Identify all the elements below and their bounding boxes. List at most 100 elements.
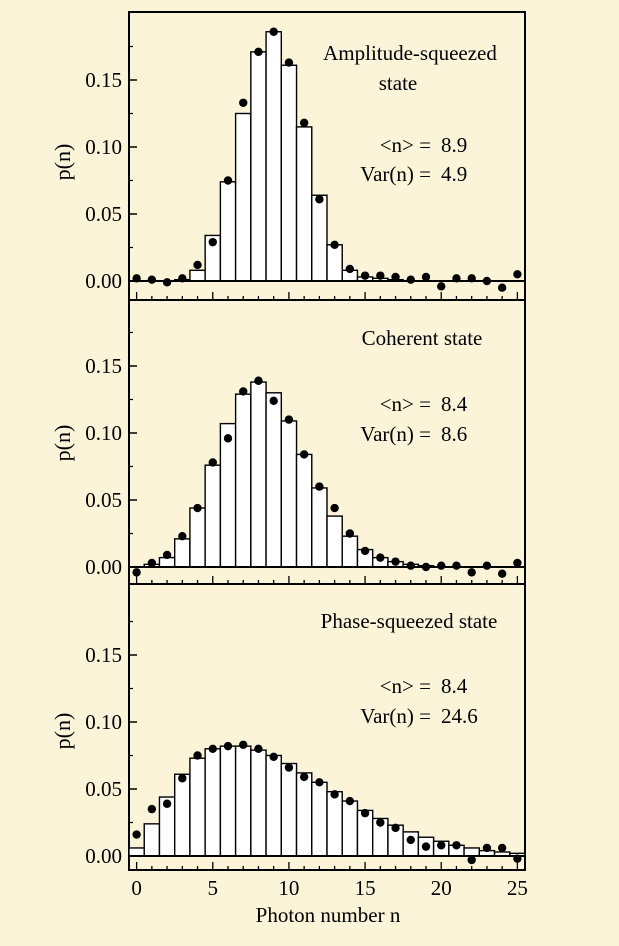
data-point	[239, 740, 248, 749]
stat-value: 8.6	[441, 422, 467, 446]
histogram-bar	[295, 126, 313, 282]
x-tick-label: 0	[131, 876, 142, 900]
data-point	[162, 799, 172, 808]
data-point	[284, 415, 294, 424]
data-point	[178, 274, 187, 283]
stat-label: <n> =	[380, 674, 431, 698]
data-point	[467, 855, 476, 865]
panel-title: Phase-squeezed state	[321, 609, 498, 633]
histogram-bar	[219, 422, 237, 568]
histogram-bar	[250, 749, 267, 857]
chart-panel-1: 0.00 0.05 0.10 0.15 p(n) Amplitude-squeezed st…	[50, 11, 526, 301]
data-point	[223, 741, 233, 751]
histogram-bar	[280, 420, 298, 568]
y-tick-label: 0.10	[85, 135, 122, 159]
histogram-bar	[250, 381, 267, 568]
x-axis-label: Photon number n	[256, 903, 401, 927]
data-point	[376, 553, 385, 562]
data-point	[360, 808, 370, 818]
histogram-bar	[234, 745, 252, 857]
data-point	[208, 237, 217, 247]
data-point	[482, 843, 492, 853]
histogram-bar	[341, 800, 359, 857]
y-axis-label: p(n)	[50, 425, 75, 462]
histogram-bar	[234, 393, 252, 568]
histogram-bar	[341, 535, 359, 568]
y-axis-label: p(n)	[50, 713, 75, 750]
histogram-bar	[311, 781, 328, 857]
data-point	[299, 118, 309, 128]
y-tick-label: 0.15	[85, 643, 122, 667]
data-point	[178, 531, 187, 541]
histogram-bar	[311, 194, 328, 282]
histogram-bar	[280, 64, 298, 282]
data-point	[193, 260, 202, 270]
data-point	[147, 804, 157, 814]
data-point	[330, 503, 339, 513]
data-point	[315, 778, 324, 787]
data-point	[452, 561, 461, 570]
data-point	[452, 274, 461, 283]
data-point	[421, 272, 431, 282]
chart-panel-3: 0.00 0.05 0.10 0.15 p(n) 0 5 10 15 20 25 Phase-sque…	[50, 583, 528, 900]
data-point	[269, 396, 278, 406]
data-point	[239, 98, 248, 107]
data-point	[299, 450, 309, 459]
stat-label: <n> =	[380, 392, 431, 416]
data-point	[391, 272, 400, 282]
histogram-bar	[234, 112, 252, 282]
x-tick-label: 15	[355, 876, 376, 900]
data-point	[254, 47, 263, 57]
data-point	[330, 790, 339, 799]
stat-label: Var(n) =	[360, 704, 431, 728]
stat-value: 4.9	[441, 162, 467, 186]
data-point	[132, 830, 141, 839]
y-tick-label: 0.05	[85, 202, 122, 226]
data-point	[284, 58, 294, 67]
panel-title: Coherent state	[362, 326, 483, 350]
data-point	[360, 271, 370, 280]
data-point	[254, 376, 263, 385]
data-point	[467, 568, 476, 577]
data-point	[239, 387, 248, 396]
y-tick-label: 0.15	[85, 68, 122, 92]
histogram-bar	[204, 748, 222, 857]
histogram-bar	[189, 507, 206, 568]
data-point	[269, 752, 278, 762]
histogram-bar	[463, 847, 481, 857]
data-point	[208, 744, 217, 753]
data-point	[299, 772, 309, 782]
data-point	[497, 843, 507, 853]
histogram-bar	[173, 538, 191, 568]
y-tick-label: 0.00	[85, 555, 122, 579]
chart-panels: 0.00 0.05 0.10 0.15 p(n) Amplitude-squeezed st…	[50, 11, 528, 900]
data-point	[391, 557, 400, 566]
histogram-bar	[265, 754, 283, 857]
y-tick-label: 0.10	[85, 710, 122, 734]
histogram-bar	[173, 773, 191, 857]
data-point	[406, 561, 415, 570]
histogram-bar	[326, 790, 343, 857]
data-point	[513, 270, 522, 279]
y-tick-label: 0.10	[85, 421, 122, 445]
panel-title: state	[379, 71, 417, 95]
data-point	[147, 275, 157, 284]
histogram-bar	[280, 762, 298, 857]
histogram-bar	[189, 269, 206, 282]
histogram-bar	[265, 392, 283, 568]
data-point	[482, 276, 492, 286]
histogram-bar	[219, 745, 237, 857]
histogram-bar	[204, 464, 222, 568]
data-point	[345, 529, 355, 538]
data-point	[452, 841, 461, 850]
data-point	[193, 503, 202, 513]
data-point	[254, 744, 263, 753]
data-point	[345, 264, 355, 274]
histogram-bar	[326, 244, 343, 282]
y-axis-label: p(n)	[50, 144, 75, 181]
data-point	[497, 283, 507, 292]
data-point	[406, 275, 415, 284]
panel-title: Amplitude-squeezed	[323, 41, 497, 65]
histogram-bar	[143, 823, 161, 857]
